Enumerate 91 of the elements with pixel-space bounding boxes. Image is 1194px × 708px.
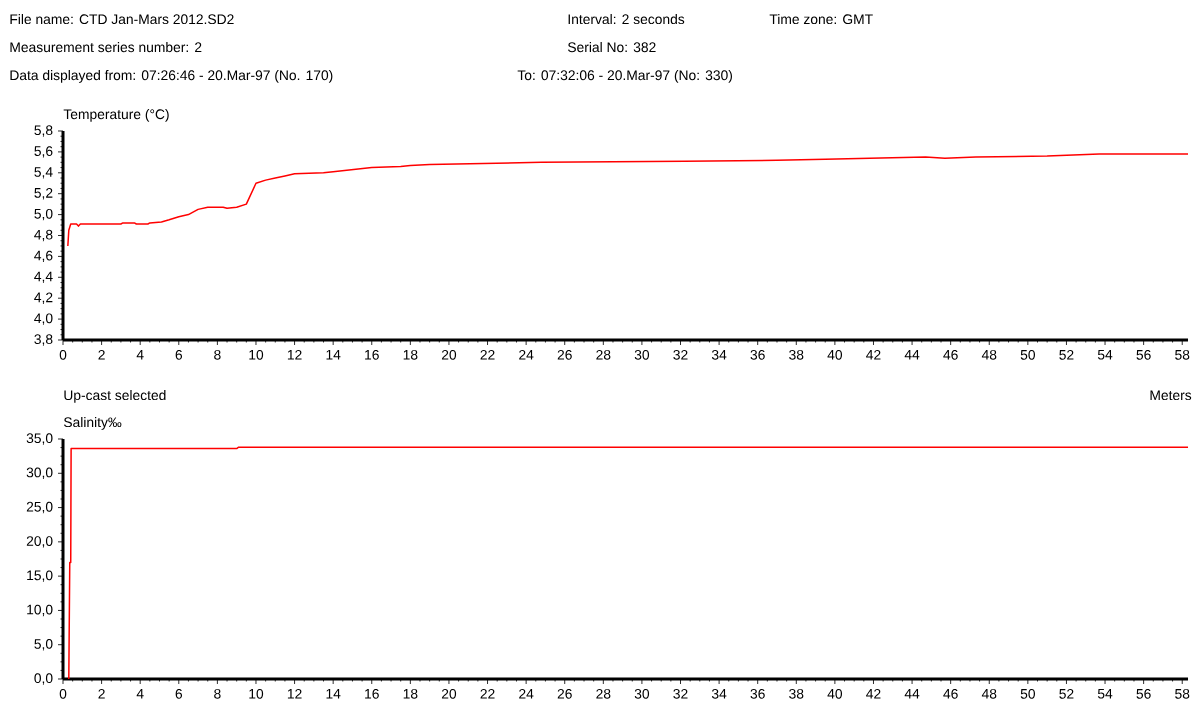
text: Measurement series number: 2 [10,41,202,53]
x-tick-label: 48 [981,349,997,360]
y-axis-title: Salinity‰ [63,416,122,430]
x-tick-label: 2 [98,349,105,360]
x-tick-label: 46 [943,688,958,699]
x-tick-label: 52 [1059,688,1074,699]
y-axis-title: Temperature (°C) [63,108,169,122]
x-tick-label: 56 [1136,688,1151,699]
y-tick-label: 4,4 [34,271,53,283]
x-tick-label: 40 [827,688,843,699]
text: Time zone: GMT [769,13,873,25]
x-tick-label: 16 [365,349,379,360]
x-tick-label: 8 [214,688,221,699]
x-tick-label: 30 [634,688,650,699]
x-tick-label: 34 [711,349,727,360]
x-tick-label: 6 [175,688,183,699]
x-tick-label: 42 [866,688,881,699]
y-tick-label: 5,6 [34,146,53,158]
x-tick-label: 14 [326,688,341,699]
text: Interval: 2 seconds [568,13,685,25]
y-tick-label: 4,6 [34,250,53,263]
text: Up-cast selected [64,389,166,403]
x-tick-label: 10 [249,349,264,360]
x-tick-label: 28 [596,688,611,699]
y-tick-label: 4,2 [34,292,53,304]
x-tick-label: 6 [175,349,183,360]
x-tick-label: 46 [943,349,958,360]
x-tick-label: 38 [789,349,804,360]
x-tick-label: 50 [1020,688,1036,699]
x-tick-label: 24 [519,688,534,699]
y-tick-label: 5,0 [34,208,53,221]
x-tick-label: 40 [827,349,843,360]
x-tick-label: 4 [136,349,144,360]
x-tick-label: 44 [904,688,920,699]
x-tick-label: 28 [596,349,611,360]
x-tick-label: 2 [98,688,105,699]
x-tick-label: 34 [711,688,727,699]
y-tick-label: 5,4 [34,167,53,179]
y-tick-label: 5,2 [34,187,53,200]
x-tick-label: 42 [866,349,881,360]
x-tick-label: 26 [557,349,572,360]
x-tick-label: 22 [480,349,495,360]
x-tick-label: 32 [673,688,688,699]
x-tick-label: 12 [287,688,302,699]
y-tick-label: 35,0 [26,433,53,445]
x-tick-label: 20 [441,349,457,360]
y-tick-label: 0,0 [34,673,53,685]
x-tick-label: 4 [136,688,144,699]
text: Serial No: 382 [567,41,656,53]
x-tick-label: 54 [1097,688,1113,699]
x-tick-label: 58 [1175,688,1190,699]
x-tick-label: 22 [480,688,495,699]
x-tick-label: 0 [59,688,67,699]
x-tick-label: 8 [214,349,221,360]
y-tick-label: 3,8 [34,334,53,346]
y-tick-label: 20,0 [26,536,53,548]
x-tick-label: 24 [519,349,534,360]
x-tick-label: 44 [904,349,920,360]
y-tick-label: 4,0 [34,313,53,325]
x-tick-label: 36 [750,349,765,360]
text: Data displayed from: 07:26:46 - 20.Mar-97 (No. 170) [10,69,333,83]
x-tick-label: 12 [287,349,302,360]
text: File name: CTD Jan-Mars 2012.SD2 [10,13,234,25]
y-tick-label: 4,8 [34,229,53,242]
y-tick-label: 30,0 [26,467,53,479]
x-tick-label: 10 [249,688,264,699]
y-tick-label: 5,0 [34,639,53,651]
x-tick-label: 0 [59,349,67,360]
x-tick-label: 32 [673,349,688,360]
x-tick-label: 58 [1175,349,1190,360]
x-tick-label: 18 [403,688,418,699]
x-tick-label: 38 [789,688,804,699]
x-tick-label: 54 [1097,349,1113,360]
x-tick-label: 26 [557,688,572,699]
y-tick-label: 15,0 [27,570,53,582]
y-tick-label: 5,8 [34,125,53,137]
x-tick-label: 30 [634,349,650,360]
x-tick-label: 16 [365,688,379,699]
x-tick-label: 50 [1020,349,1036,360]
x-tick-label: 36 [750,688,765,699]
x-tick-label: 20 [441,688,457,699]
x-tick-label: 18 [403,349,418,360]
text: To: 07:32:06 - 20.Mar-97 (No: 330) [517,69,732,83]
x-axis-title: Meters [1150,390,1192,401]
line-series [68,446,1189,680]
x-tick-label: 56 [1136,349,1151,360]
y-tick-label: 10,0 [27,604,53,617]
x-tick-label: 52 [1059,349,1074,360]
y-tick-label: 25,0 [26,501,53,514]
x-tick-label: 14 [326,349,341,360]
x-tick-label: 48 [981,688,997,699]
